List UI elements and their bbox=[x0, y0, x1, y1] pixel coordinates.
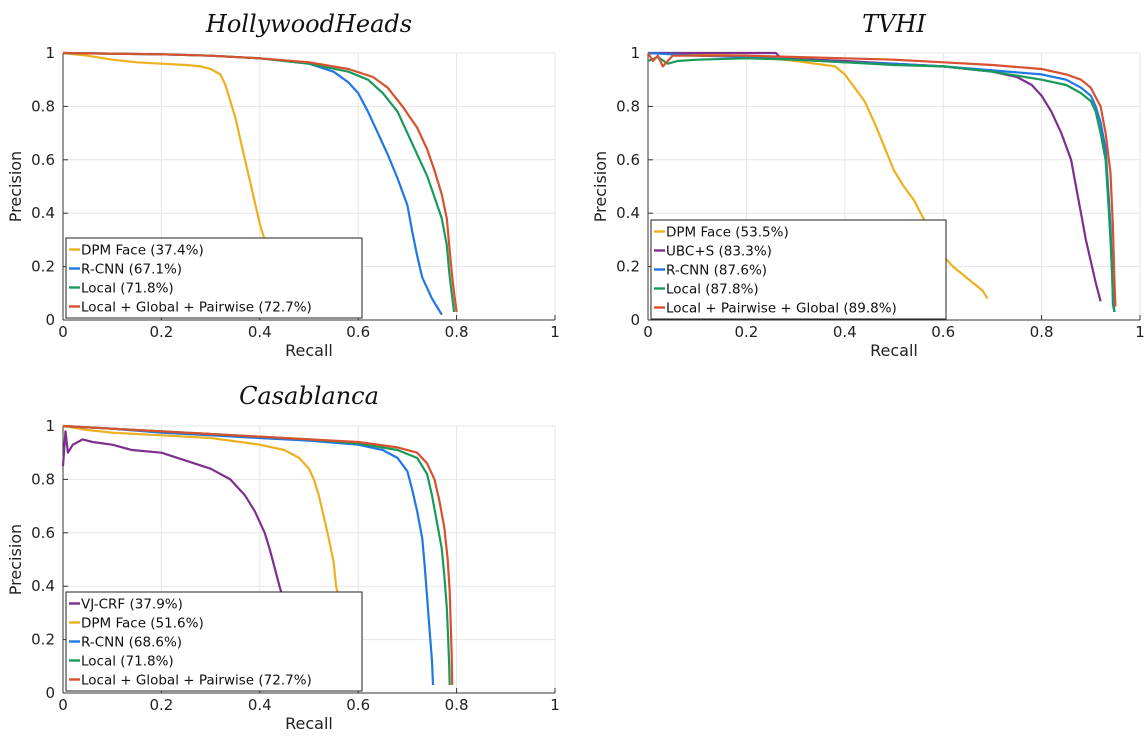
x-tick-label: 0.4 bbox=[833, 323, 857, 341]
x-tick-label: 0.8 bbox=[445, 323, 469, 341]
x-tick-label: 0.2 bbox=[149, 696, 173, 714]
x-axis-label: Recall bbox=[285, 714, 333, 733]
series-line-r-cnn-68-6 bbox=[62, 424, 435, 686]
legend-entry: Local (87.8%) bbox=[666, 282, 759, 298]
y-tick-label: 0 bbox=[45, 311, 55, 329]
x-tick-label: 0.6 bbox=[346, 323, 370, 341]
chart-title: HollywoodHeads bbox=[205, 10, 412, 38]
x-tick-label: 0 bbox=[643, 323, 653, 341]
series-line-vj-crf-37-9 bbox=[61, 430, 283, 595]
x-tick-label: 0.2 bbox=[734, 323, 758, 341]
legend-entry: R-CNN (68.6%) bbox=[81, 635, 182, 651]
chart-title: TVHI bbox=[862, 10, 926, 38]
chart-title: Casablanca bbox=[239, 382, 379, 410]
x-tick-label: 0 bbox=[58, 323, 68, 341]
legend-box bbox=[65, 237, 363, 319]
series-line-local-global-pairwise-72-7 bbox=[62, 51, 458, 313]
y-tick-label: 0.2 bbox=[31, 258, 55, 276]
legend-box bbox=[650, 219, 947, 320]
series-line-local-pairwise-global-89-8 bbox=[647, 52, 1117, 307]
y-tick-label: 0.6 bbox=[31, 524, 55, 542]
series-line-dpm-face-37-4 bbox=[62, 51, 266, 241]
legend-entry: DPM Face (51.6%) bbox=[81, 616, 204, 632]
legend-entry: DPM Face (37.4%) bbox=[81, 243, 204, 259]
x-tick-label: 0.8 bbox=[445, 696, 469, 714]
legend-entry: UBC+S (83.3%) bbox=[666, 244, 772, 260]
x-tick-label: 1 bbox=[550, 696, 560, 714]
y-tick-label: 0.8 bbox=[616, 97, 640, 115]
x-tick-label: 0.4 bbox=[248, 696, 272, 714]
legend-entry: Local (71.8%) bbox=[81, 281, 174, 297]
x-tick-label: 1 bbox=[1135, 323, 1145, 341]
x-tick-label: 0 bbox=[58, 696, 68, 714]
x-tick-label: 0.2 bbox=[149, 323, 173, 341]
y-axis-label: Precision bbox=[591, 151, 610, 222]
y-axis-label: Precision bbox=[6, 151, 25, 222]
legend-entry: Local + Pairwise + Global (89.8%) bbox=[666, 301, 897, 317]
y-tick-label: 0 bbox=[45, 684, 55, 702]
legend-entry: Local + Global + Pairwise (72.7%) bbox=[81, 673, 312, 689]
y-tick-label: 1 bbox=[45, 44, 55, 62]
y-tick-label: 0.6 bbox=[31, 151, 55, 169]
x-tick-label: 0.8 bbox=[1030, 323, 1054, 341]
y-tick-label: 0.4 bbox=[31, 204, 55, 222]
legend-entry: VJ-CRF (37.9%) bbox=[81, 597, 183, 613]
y-tick-label: 0.4 bbox=[616, 204, 640, 222]
x-tick-label: 0.6 bbox=[346, 696, 370, 714]
y-tick-label: 0.6 bbox=[616, 151, 640, 169]
y-tick-label: 0 bbox=[630, 311, 640, 329]
series-line-dpm-face-51-6 bbox=[62, 424, 340, 598]
x-axis-label: Recall bbox=[870, 341, 918, 360]
y-axis-label: Precision bbox=[6, 524, 25, 595]
legend-entry: Local (71.8%) bbox=[81, 654, 174, 670]
chart-panel-hollywoodheads: HollywoodHeads 0 0.2 0.4 0.6 0.8 1 0 0.2 0.4 0.6 0.… bbox=[6, 10, 560, 360]
y-tick-label: 0.2 bbox=[31, 631, 55, 649]
y-tick-label: 0.2 bbox=[616, 258, 640, 276]
x-tick-label: 0.6 bbox=[931, 323, 955, 341]
legend-entry: Local + Global + Pairwise (72.7%) bbox=[81, 300, 312, 316]
x-tick-label: 0.4 bbox=[248, 323, 272, 341]
chart-panel-casablanca: Casablanca 0 0.2 0.4 0.6 0.8 1 0 0.2 0.4 0.6 0.8 1 Re… bbox=[6, 382, 560, 733]
y-tick-label: 0.8 bbox=[31, 470, 55, 488]
y-tick-label: 0.4 bbox=[31, 577, 55, 595]
legend-entry: R-CNN (87.6%) bbox=[666, 263, 767, 279]
chart-panel-tvhi: TVHI 0 0.2 0.4 0.6 0.8 1 0 0.2 0.4 0.6 0.8 1 Recall Pr… bbox=[591, 10, 1145, 360]
series-line-local-87-8 bbox=[647, 55, 1116, 313]
series-line-ubc-s-83-3 bbox=[648, 51, 1102, 302]
legend-entry: DPM Face (53.5%) bbox=[666, 225, 789, 241]
series-line-dpm-face-53-5 bbox=[647, 51, 989, 300]
series-line-local-global-pairwise-72-7 bbox=[62, 424, 454, 686]
y-tick-label: 1 bbox=[630, 44, 640, 62]
legend-entry: R-CNN (67.1%) bbox=[81, 262, 182, 278]
x-axis-label: Recall bbox=[285, 341, 333, 360]
y-tick-label: 1 bbox=[45, 417, 55, 435]
x-tick-label: 1 bbox=[550, 323, 560, 341]
y-tick-label: 0.8 bbox=[31, 97, 55, 115]
legend-box bbox=[65, 591, 363, 692]
